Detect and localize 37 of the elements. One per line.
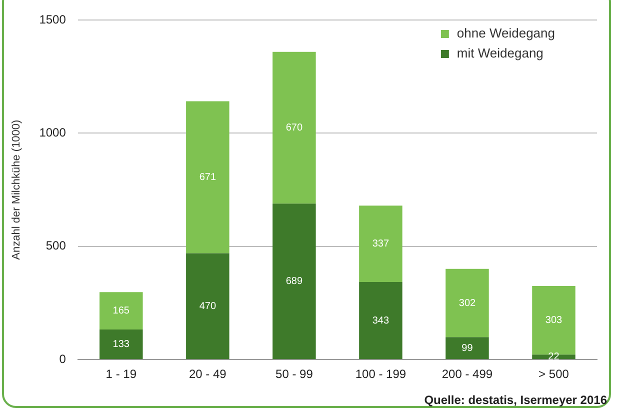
x-tick-label: 50 - 99: [276, 367, 314, 382]
source-note: Quelle: destatis, Isermeyer 2016: [424, 393, 607, 407]
y-axis-title: Anzahl der Milchkühe (1000): [10, 120, 23, 260]
y-tick-label: 0: [59, 352, 66, 366]
y-tick-label: 500: [46, 238, 66, 253]
y-tick-label: 1500: [39, 12, 66, 26]
data-label: 165: [112, 306, 130, 317]
legend-label: mit Weidegang: [456, 46, 544, 61]
data-label: 303: [545, 315, 563, 326]
y-tick-label: 1000: [39, 126, 66, 140]
bar: [359, 282, 402, 360]
x-tick-label: 1 - 19: [106, 367, 137, 382]
bar: [272, 52, 316, 204]
x-tick-label: 100 - 199: [355, 367, 406, 382]
bar: [359, 206, 402, 282]
data-label: 302: [458, 298, 476, 309]
data-label: 689: [286, 276, 303, 288]
data-label: 343: [372, 315, 390, 326]
data-label: 670: [286, 122, 303, 134]
bar: [100, 329, 143, 360]
bar: [446, 268, 489, 338]
x-tick-label: > 500: [538, 367, 570, 382]
x-tick-label: 20 - 49: [188, 367, 227, 382]
bar: [532, 354, 576, 360]
legend-label: ohne Weidegang: [456, 26, 556, 41]
bar: [100, 292, 143, 330]
data-label: 671: [199, 172, 216, 183]
bar: [186, 101, 230, 254]
data-label: 337: [372, 238, 390, 250]
x-tick-label: 200 - 499: [442, 367, 493, 382]
bar: [446, 337, 489, 360]
data-label: 133: [112, 339, 130, 350]
data-label: 470: [199, 300, 216, 312]
data-label: 99: [462, 342, 474, 354]
bar: [272, 204, 316, 360]
data-label: 22: [548, 352, 560, 363]
bar: [186, 253, 230, 360]
